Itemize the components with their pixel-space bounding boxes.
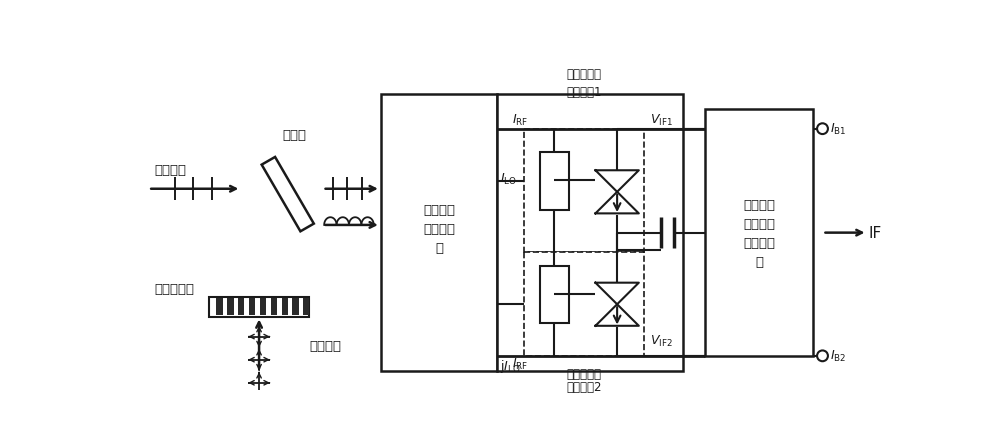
Text: $V_\mathrm{IF2}$: $V_\mathrm{IF2}$	[650, 333, 673, 348]
Text: $I_\mathrm{RF}$: $I_\mathrm{RF}$	[512, 356, 529, 371]
Text: $I_\mathrm{RF}$: $I_\mathrm{RF}$	[512, 113, 529, 128]
Bar	[238, 298, 244, 315]
Text: 本振信号: 本振信号	[309, 339, 341, 353]
Text: $I_\mathrm{B2}$: $I_\mathrm{B2}$	[830, 349, 847, 364]
Text: 射频信号: 射频信号	[154, 164, 186, 177]
Text: 瑟夫森结1: 瑟夫森结1	[566, 86, 602, 99]
Bar	[381, 95, 497, 371]
Bar	[303, 298, 309, 315]
Bar	[249, 298, 255, 315]
Bar	[227, 298, 234, 315]
Bar	[282, 298, 288, 315]
Text: $I_\mathrm{LO}$: $I_\mathrm{LO}$	[500, 172, 517, 187]
Text: $I_\mathrm{B1}$: $I_\mathrm{B1}$	[830, 122, 847, 137]
Bar	[497, 95, 683, 371]
Text: 极化转换器: 极化转换器	[154, 283, 194, 296]
Bar	[262, 158, 314, 232]
Bar	[705, 110, 813, 356]
Text: 直流偏置
与中频正
交耦合网
络: 直流偏置 与中频正 交耦合网 络	[743, 198, 775, 268]
Text: 分束器: 分束器	[282, 129, 306, 142]
Text: 高温超导约: 高温超导约	[566, 67, 601, 81]
Bar	[540, 266, 569, 324]
Bar	[540, 152, 569, 210]
Bar	[524, 129, 644, 252]
Bar	[524, 252, 644, 356]
Text: 双极化集
成透镜天
线: 双极化集 成透镜天 线	[423, 204, 455, 255]
Bar	[209, 297, 309, 317]
Text: $V_\mathrm{IF1}$: $V_\mathrm{IF1}$	[650, 113, 673, 128]
Bar	[292, 298, 299, 315]
Bar	[216, 298, 223, 315]
Text: $\mathrm{j}I_\mathrm{LO}$: $\mathrm{j}I_\mathrm{LO}$	[500, 357, 521, 374]
Bar	[271, 298, 277, 315]
Bar	[260, 298, 266, 315]
Text: 高温超导约: 高温超导约	[566, 367, 601, 380]
Text: IF: IF	[869, 226, 882, 240]
Text: 瑟夫森结2: 瑟夫森结2	[566, 380, 602, 393]
